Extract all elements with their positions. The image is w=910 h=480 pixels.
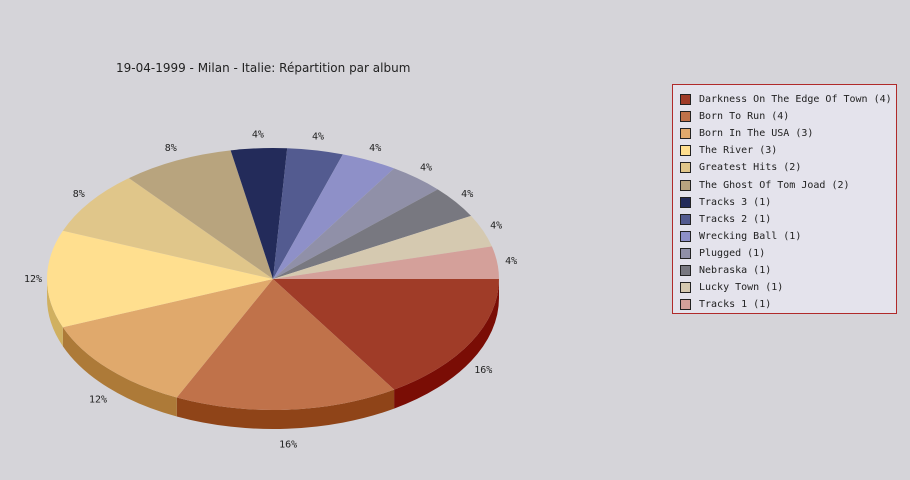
- pie-side-2: [176, 389, 395, 429]
- pie-slice-11: [273, 189, 472, 279]
- legend-label: Plugged (1): [699, 247, 766, 259]
- pie-percent-label-2: 16%: [279, 440, 297, 451]
- legend-item: Darkness On The Edge Of Town (4): [680, 91, 896, 108]
- legend-label: Wrecking Ball (1): [699, 230, 802, 242]
- legend-item: Plugged (1): [680, 245, 896, 262]
- legend-label: Nebraska (1): [699, 264, 772, 276]
- legend-item: The River (3): [680, 142, 896, 159]
- legend-label: Born In The USA (3): [699, 128, 814, 140]
- legend-swatch: [680, 282, 691, 294]
- legend-item: Nebraska (1): [680, 262, 896, 279]
- pie-percent-label-4: 12%: [24, 274, 42, 285]
- legend-label: The Ghost Of Tom Joad (2): [699, 179, 850, 191]
- pie-slice-2: [176, 279, 395, 411]
- legend-swatch: [680, 145, 691, 157]
- legend-swatch: [680, 128, 691, 140]
- pie-slice-5: [62, 178, 273, 279]
- pie-slice-12: [273, 215, 492, 279]
- legend-label: Lucky Town (1): [699, 282, 784, 294]
- pie-percent-labels: 16% 16% 12% 12% 8% 8% 4% 4% 4% 4% 4% 4% 4%: [24, 129, 517, 450]
- legend-label: Darkness On The Edge Of Town (4): [699, 94, 892, 106]
- legend-item: Born To Run (4): [680, 108, 896, 125]
- pie-slice-6: [128, 150, 273, 279]
- legend-swatch: [680, 230, 691, 242]
- legend-label: Tracks 3 (1): [699, 196, 772, 208]
- pie-side-4: [47, 279, 63, 347]
- legend-swatch: [680, 196, 691, 208]
- pie-slices: [47, 148, 499, 411]
- pie-side-3: [62, 327, 177, 417]
- pie-percent-label-5: 8%: [73, 189, 85, 200]
- legend-item: Greatest Hits (2): [680, 159, 896, 176]
- pie-percent-label-8: 4%: [312, 132, 324, 143]
- legend-label: Tracks 2 (1): [699, 213, 772, 225]
- legend-item: The Ghost Of Tom Joad (2): [680, 176, 896, 193]
- pie-slice-9: [273, 154, 395, 279]
- pie-percent-label-3: 12%: [89, 394, 107, 405]
- legend-label: Tracks 1 (1): [699, 299, 772, 311]
- legend-item: Tracks 2 (1): [680, 211, 896, 228]
- legend-label: Born To Run (4): [699, 111, 790, 123]
- legend-item: Born In The USA (3): [680, 125, 896, 142]
- legend-item: Tracks 3 (1): [680, 194, 896, 211]
- chart-title: 19-04-1999 - Milan - Italie: Répartition…: [116, 61, 411, 75]
- pie-slice-8: [273, 148, 343, 279]
- pie-slice-10: [273, 168, 438, 279]
- legend-swatch: [680, 213, 691, 225]
- pie-percent-label-7: 4%: [252, 129, 264, 140]
- legend-swatch: [680, 179, 691, 191]
- pie-slice-4: [47, 230, 273, 328]
- legend-swatch: [680, 264, 691, 276]
- pie-percent-label-12: 4%: [490, 221, 502, 232]
- pie-slice-7: [230, 148, 288, 279]
- legend-item: Tracks 1 (1): [680, 296, 896, 313]
- legend-swatch: [680, 247, 691, 259]
- legend-label: Greatest Hits (2): [699, 162, 802, 174]
- legend-swatch: [680, 94, 691, 106]
- legend-swatch: [680, 299, 691, 311]
- legend: Darkness On The Edge Of Town (4) Born To …: [672, 84, 897, 314]
- legend-label: The River (3): [699, 145, 778, 157]
- pie-percent-label-10: 4%: [420, 162, 432, 173]
- legend-swatch: [680, 111, 691, 123]
- pie-percent-label-9: 4%: [369, 143, 381, 154]
- legend-item: Wrecking Ball (1): [680, 228, 896, 245]
- legend-item: Lucky Town (1): [680, 279, 896, 296]
- pie-percent-label-13: 4%: [505, 256, 517, 267]
- pie-sides: [47, 279, 499, 429]
- legend-swatch: [680, 162, 691, 174]
- pie-side-1: [394, 279, 499, 409]
- pie-percent-label-11: 4%: [461, 189, 473, 200]
- pie-slice-1: [273, 279, 499, 390]
- pie-slice-13: [273, 246, 499, 279]
- pie-percent-label-6: 8%: [165, 143, 177, 154]
- pie-percent-label-1: 16%: [474, 365, 492, 376]
- pie-slice-3: [62, 279, 273, 398]
